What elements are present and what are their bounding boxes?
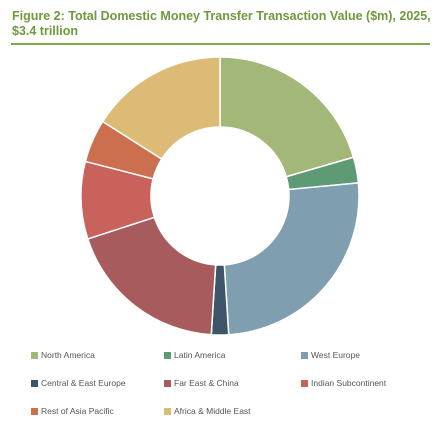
legend-item-west-europe: West Europe (301, 350, 360, 360)
legend-item-indian-subcontinent: Indian Subcontinent (301, 378, 386, 388)
title-underline (11, 43, 430, 45)
legend-swatch (301, 351, 308, 359)
legend-item-rest-of-asia-pacific: Rest of Asia Pacific (31, 406, 114, 416)
legend-label: Rest of Asia Pacific (41, 406, 114, 416)
slice-north-america (219, 56, 355, 178)
legend-swatch (164, 407, 171, 415)
legend-item-far-east-china: Far East & China (164, 378, 239, 388)
slice-africa-middle-east (101, 56, 221, 161)
legend-swatch (164, 351, 171, 359)
legend-item-north-america: North America (31, 350, 95, 360)
legend-swatch (301, 379, 308, 387)
legend-label: West Europe (311, 350, 360, 360)
legend-item-latin-america: Latin America (164, 350, 226, 360)
donut-chart (80, 56, 360, 336)
legend-swatch (31, 407, 38, 415)
legend-swatch (31, 351, 38, 359)
legend-label: North America (41, 350, 95, 360)
legend-item-central-east-europe: Central & East Europe (31, 378, 126, 388)
legend-label: Africa & Middle East (174, 406, 251, 416)
legend-swatch (164, 379, 171, 387)
legend-swatch (31, 379, 38, 387)
legend-label: Far East & China (174, 378, 239, 388)
legend-label: Latin America (174, 350, 226, 360)
legend-label: Indian Subcontinent (311, 378, 387, 388)
slice-far-east-china (86, 216, 217, 336)
slice-west-europe (223, 182, 360, 336)
legend-label: Central & East Europe (41, 378, 126, 388)
chart-title: Figure 2: Total Domestic Money Transfer … (12, 9, 431, 38)
legend-item-africa-middle-east: Africa & Middle East (164, 406, 251, 416)
